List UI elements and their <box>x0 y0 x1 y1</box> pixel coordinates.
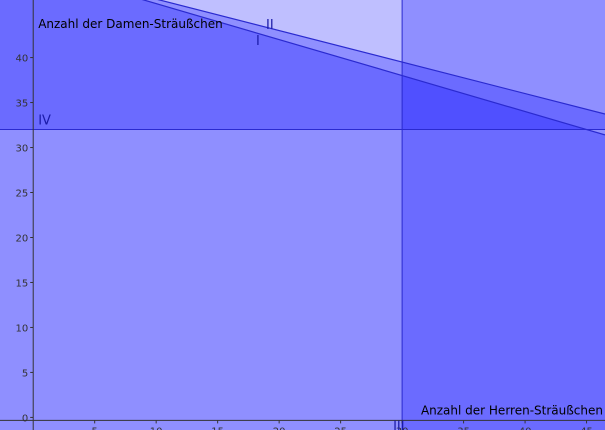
constraint-line <box>141 0 605 136</box>
line-label: III <box>393 419 405 430</box>
x-tick-label: 5 <box>91 426 97 430</box>
x-tick-label: 10 <box>150 426 163 430</box>
x-tick-label: 25 <box>334 426 347 430</box>
x-tick-label: 35 <box>457 426 470 430</box>
y-axis-label: Anzahl der Damen-Sträußchen <box>38 17 223 31</box>
y-tick-label: 5 <box>22 368 28 379</box>
y-tick-label: 30 <box>15 144 28 155</box>
region <box>402 0 605 430</box>
x-tick-label: 30 <box>396 426 409 430</box>
region <box>0 0 605 130</box>
y-tick-label: 20 <box>15 233 28 244</box>
y-tick-label: 0 <box>22 413 28 424</box>
x-tick-label: 15 <box>211 426 224 430</box>
y-tick-label: 10 <box>15 323 28 334</box>
line-label: II <box>266 18 274 33</box>
line-label: IV <box>38 114 51 129</box>
y-tick-label: 40 <box>15 54 28 65</box>
x-axis-label: Anzahl der Herren-Sträußchen <box>421 403 603 417</box>
line-label: I <box>256 34 260 49</box>
x-tick-label: 45 <box>580 426 593 430</box>
constraint-line <box>157 0 605 115</box>
y-tick-label: 25 <box>15 189 28 200</box>
x-tick-label: 40 <box>519 426 532 430</box>
y-tick-label: 35 <box>15 99 28 110</box>
y-tick-label: 15 <box>15 278 28 289</box>
x-tick-label: 20 <box>273 426 286 430</box>
